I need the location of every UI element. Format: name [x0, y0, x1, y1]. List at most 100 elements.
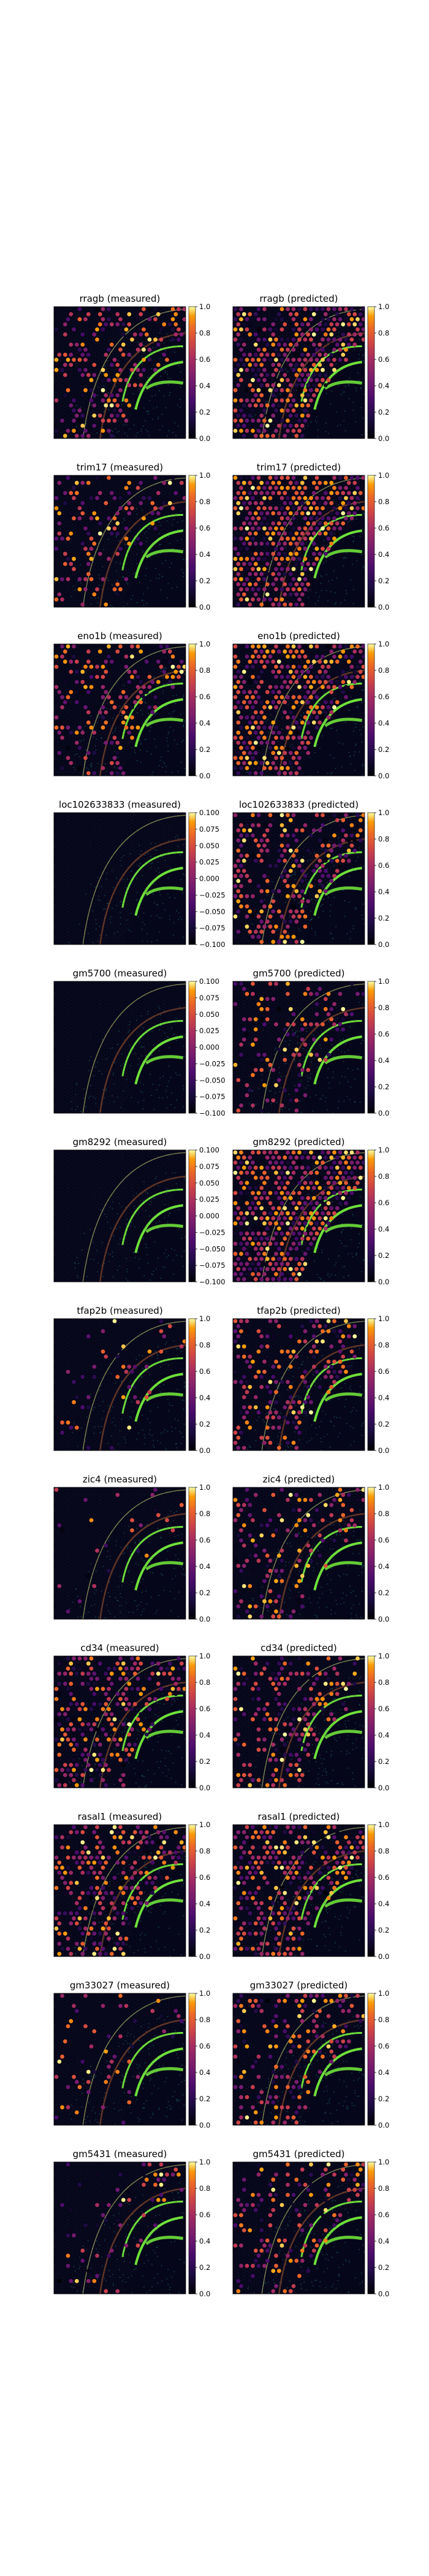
tissue-speckle	[256, 428, 257, 430]
expression-spot	[326, 684, 331, 689]
expression-spot	[153, 317, 158, 321]
expression-spot	[303, 388, 308, 393]
tissue-speckle	[347, 384, 349, 386]
expression-spot	[127, 403, 132, 408]
empty-spot	[97, 669, 102, 674]
empty-spot	[279, 725, 284, 730]
empty-spot	[77, 337, 82, 342]
empty-spot	[241, 879, 246, 883]
tissue-speckle	[317, 436, 319, 437]
tissue-speckle	[172, 432, 173, 434]
empty-spot	[69, 828, 74, 833]
empty-spot	[92, 480, 97, 485]
expression-spot	[256, 823, 261, 827]
expression-spot	[268, 664, 273, 669]
panel-trim17-measured: trim17 (measured)0.00.20.40.60.81.0	[53, 462, 210, 611]
empty-spot	[115, 602, 120, 607]
expression-spot	[303, 526, 308, 531]
expression-spot	[112, 705, 117, 710]
empty-spot	[60, 756, 64, 761]
empty-spot	[236, 353, 241, 357]
expression-spot	[248, 353, 252, 357]
tissue-speckle	[319, 575, 321, 577]
empty-spot	[101, 644, 105, 649]
tissue-speckle	[178, 425, 180, 427]
empty-spot	[127, 562, 132, 566]
expression-spot	[283, 542, 287, 546]
tissue-speckle	[99, 900, 101, 901]
empty-spot	[60, 388, 64, 393]
colorbar-tick-label: 0.8	[378, 497, 389, 506]
empty-spot	[127, 909, 132, 914]
expression-spot	[89, 398, 94, 403]
tissue-speckle	[167, 435, 168, 437]
expression-spot	[286, 924, 290, 929]
expression-spot	[130, 644, 134, 649]
tissue-speckle	[354, 751, 355, 753]
empty-spot	[86, 818, 91, 822]
empty-spot	[118, 307, 123, 312]
empty-spot	[259, 818, 264, 822]
tissue-speckle	[275, 929, 277, 931]
expression-spot	[323, 491, 328, 496]
empty-spot	[127, 551, 132, 556]
empty-spot	[300, 929, 305, 934]
tissue-speckle	[295, 874, 296, 875]
expression-spot	[112, 496, 117, 500]
tissue-speckle	[127, 435, 129, 437]
tissue-speckle	[130, 930, 132, 932]
empty-spot	[54, 766, 59, 770]
expression-spot	[311, 818, 316, 822]
empty-spot	[101, 347, 105, 352]
expression-spot	[332, 536, 336, 541]
expression-spot	[153, 506, 158, 510]
expression-spot	[251, 475, 255, 480]
expression-spot	[253, 582, 258, 586]
expression-spot	[332, 873, 336, 878]
expression-spot	[77, 358, 82, 362]
empty-spot	[276, 413, 281, 418]
empty-spot	[241, 572, 246, 577]
empty-spot	[173, 480, 178, 485]
empty-spot	[139, 362, 143, 367]
tissue-speckle	[136, 878, 138, 880]
expression-spot	[245, 735, 249, 740]
tissue-speckle	[143, 407, 145, 409]
expression-spot	[338, 475, 343, 480]
empty-spot	[124, 496, 129, 500]
tissue-speckle	[330, 558, 332, 559]
empty-spot	[97, 740, 102, 745]
empty-spot	[60, 664, 64, 669]
empty-spot	[63, 423, 67, 428]
expression-spot	[156, 312, 161, 316]
expression-spot	[262, 664, 267, 669]
panel-title: rragb (predicted)	[260, 293, 338, 304]
empty-spot	[165, 664, 169, 669]
empty-spot	[72, 756, 76, 761]
empty-spot	[182, 327, 186, 332]
expression-spot	[112, 587, 117, 592]
dentate-gyrus	[145, 380, 184, 390]
expression-spot	[297, 496, 302, 500]
expression-spot	[349, 675, 354, 679]
expression-spot	[288, 551, 293, 556]
expression-spot	[179, 480, 184, 485]
tissue-image	[54, 813, 186, 945]
expression-spot	[291, 388, 296, 393]
expression-spot	[326, 873, 331, 878]
empty-spot	[97, 720, 102, 725]
expression-spot	[135, 367, 140, 372]
expression-spot	[253, 720, 258, 725]
expression-spot	[335, 342, 340, 347]
expression-spot	[253, 740, 258, 745]
expression-spot	[332, 367, 336, 372]
empty-spot	[147, 327, 152, 332]
expression-spot	[321, 378, 325, 383]
expression-spot	[291, 695, 296, 700]
expression-spot	[286, 486, 290, 490]
tissue-speckle	[334, 592, 336, 594]
tissue-speckle	[110, 605, 112, 607]
expression-spot	[89, 496, 94, 500]
expression-spot	[291, 735, 296, 740]
empty-spot	[66, 675, 70, 680]
